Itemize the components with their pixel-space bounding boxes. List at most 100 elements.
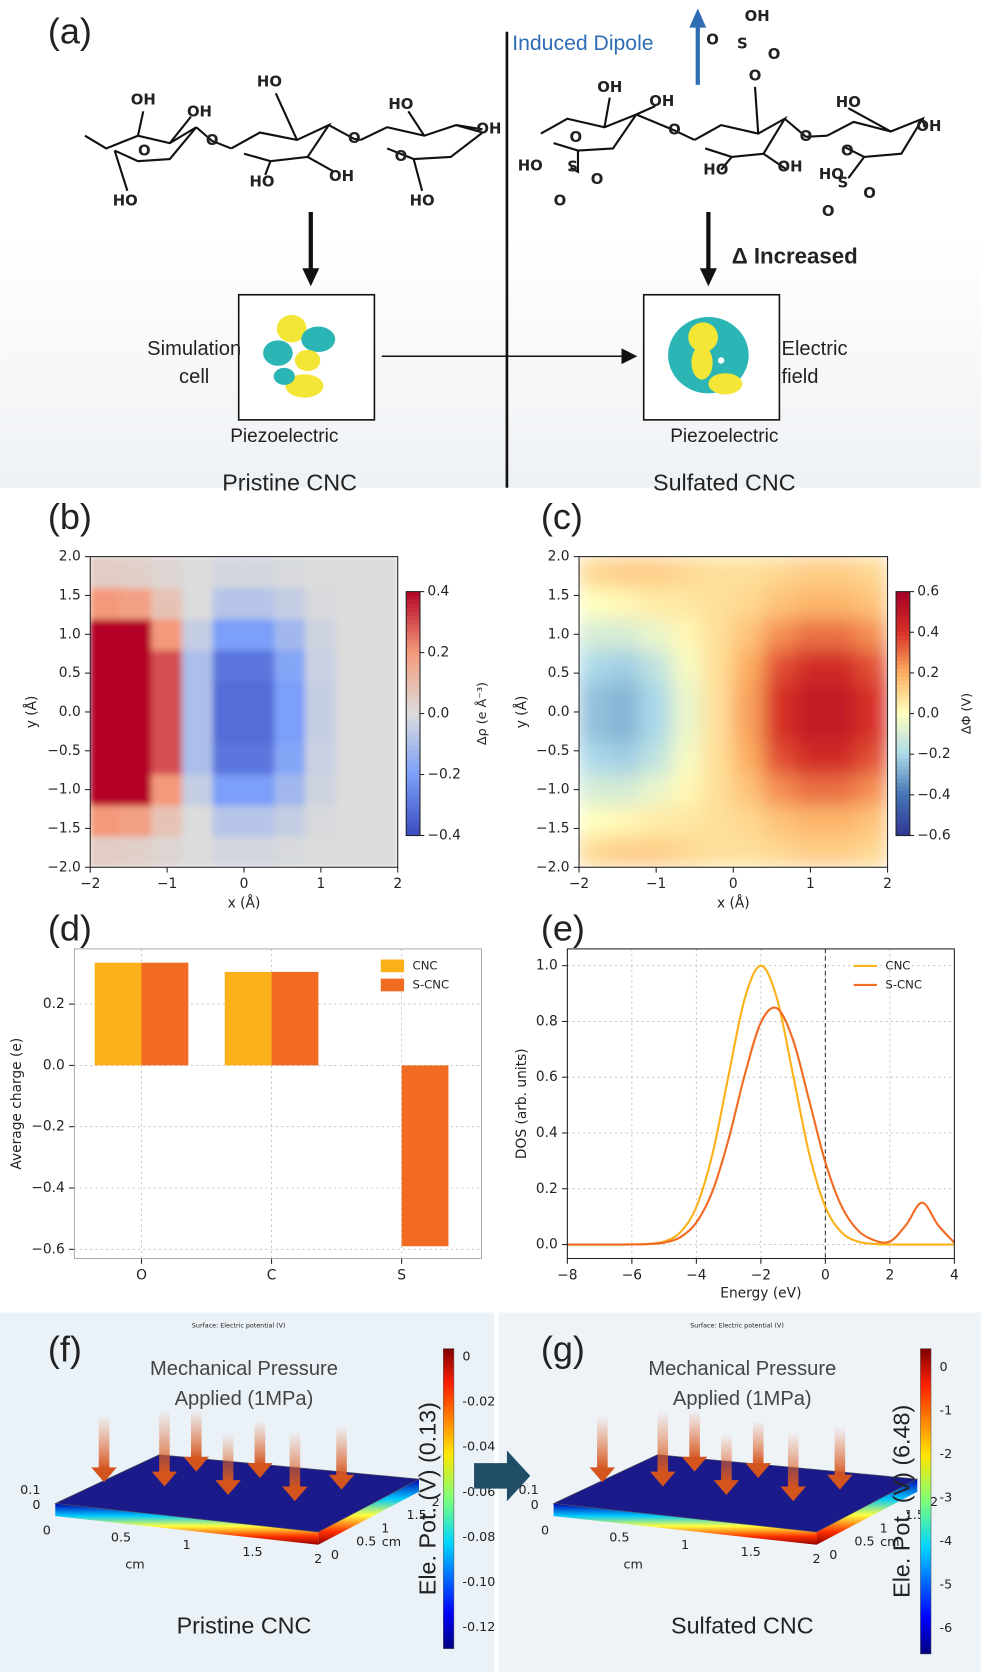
atom-label: O [206, 132, 219, 149]
colorbar-tick-label: −0.4 [917, 787, 950, 803]
x-tick-label: −8 [557, 1267, 577, 1283]
colorbar-slice [896, 668, 910, 674]
pressure-arrow-head [650, 1471, 676, 1487]
pressure-arrow [787, 1431, 799, 1489]
x-tick-label: 0 [240, 876, 249, 892]
heat-cell [579, 835, 611, 868]
heat-cell [151, 773, 184, 806]
y-tick-label: −0.2 [31, 1119, 64, 1135]
heat-cell [151, 556, 184, 589]
atom-label: OH [916, 118, 941, 135]
heat-cell [274, 680, 307, 713]
panel-label: (a) [48, 10, 92, 51]
axis-tick-label: 1 [183, 1537, 191, 1552]
heat-cell [335, 649, 368, 682]
legend-label: CNC [885, 958, 910, 972]
axis-tick-label: 1.5 [406, 1507, 426, 1522]
colorbar-slice [896, 709, 910, 715]
heat-cell [794, 773, 827, 806]
pressure-arrow [336, 1426, 347, 1477]
colorbar-slice [406, 774, 420, 780]
colorbar-slice [896, 794, 910, 800]
heat-cell [609, 618, 642, 651]
atom-label: O [570, 129, 583, 146]
pressure-arrow [254, 1420, 266, 1466]
colorbar-slice [406, 750, 420, 755]
pressure-arrow-head [827, 1474, 853, 1490]
colorbar-slice [406, 652, 420, 658]
line [567, 1006, 956, 1246]
y-axis-label: y (Å) [513, 696, 530, 729]
colorbar-slice [896, 782, 910, 788]
heat-cell [212, 773, 245, 806]
heat-cell [856, 773, 888, 806]
atom-label: O [591, 171, 604, 188]
density-icon [668, 317, 749, 395]
caption: Sulfated CNC [653, 470, 796, 496]
y-tick-label: 0.8 [536, 1013, 558, 1029]
heat-cell [825, 773, 858, 806]
heat-cell [243, 804, 276, 837]
colorbar-slice [896, 616, 910, 621]
x-tick-label: 4 [950, 1267, 959, 1283]
colorbar-slice [896, 733, 910, 739]
x-tick-label: −4 [686, 1267, 706, 1283]
pressure-arrow [159, 1410, 170, 1474]
heat-cell [732, 587, 765, 620]
axis-tick-label: 1 [880, 1520, 888, 1535]
frame [73, 948, 482, 1259]
colorbar-slice [406, 689, 420, 694]
colorbar-slice [896, 766, 910, 772]
heat-cell [151, 680, 184, 713]
colorbar-slice [406, 762, 420, 768]
heat-cell [825, 835, 858, 868]
colorbar-slice [406, 595, 420, 601]
y-tick-label: 0.5 [59, 665, 81, 681]
heat-cell [640, 773, 673, 806]
heat-cell [825, 680, 858, 713]
heat-cell [856, 587, 888, 620]
heat-cell [640, 587, 673, 620]
axis-tick-label: 0.5 [609, 1530, 629, 1545]
panel-a-background [0, 238, 981, 488]
colorbar-tick-label: 0.2 [917, 665, 939, 681]
y-tick-label: 0.2 [43, 996, 65, 1012]
panel-label: (d) [48, 907, 92, 948]
atom-label: HO [410, 192, 435, 209]
heat-cell [701, 835, 734, 868]
heat-cell [151, 711, 184, 744]
colorbar-label: Ele. Pot. (V) (6.48) [889, 1405, 915, 1598]
colorbar-slice [406, 823, 420, 828]
heat-cell [151, 804, 184, 837]
bar [271, 971, 319, 1066]
heat-cell [151, 835, 184, 868]
colorbar-slice [896, 717, 910, 723]
heat-cell [181, 618, 214, 651]
heat-cell [856, 618, 888, 651]
atom-label: HO [836, 94, 861, 111]
colorbar-tick-label: -0.04 [462, 1439, 495, 1454]
y-tick-label: −1.0 [47, 782, 80, 798]
atom-label: O [395, 148, 408, 165]
y-tick-label: −0.4 [31, 1180, 64, 1196]
atom-label: HO [257, 74, 282, 91]
heat-cell [212, 556, 245, 589]
heat-cell [181, 742, 214, 775]
heat-cell [732, 649, 765, 682]
heat-cell [181, 773, 214, 806]
heat-cell [304, 587, 337, 620]
heat-cell [640, 804, 673, 837]
surface-title: Surface: Electric potential (V) [690, 1322, 784, 1329]
heat-cell [579, 649, 611, 682]
heat-cell [763, 618, 796, 651]
heat-cell [856, 835, 888, 868]
pressure-arrow [190, 1410, 202, 1459]
colorbar-slice [896, 762, 910, 768]
colorbar-tick-label: -0.08 [462, 1529, 495, 1544]
colorbar-slice [406, 591, 420, 597]
atom-label: S [737, 36, 748, 53]
colorbar-tick-label: −0.4 [427, 827, 460, 843]
colorbar-slice [896, 607, 910, 613]
colorbar-slice [406, 616, 420, 621]
heat-cell [825, 742, 858, 775]
